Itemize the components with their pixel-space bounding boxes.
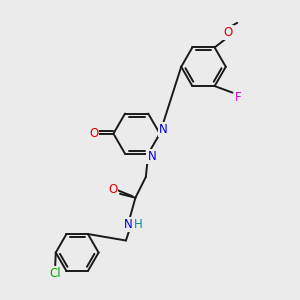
Text: N: N [159, 123, 168, 136]
Text: N: N [147, 150, 156, 163]
Text: N: N [124, 218, 132, 231]
Text: Cl: Cl [50, 267, 61, 280]
Text: O: O [224, 26, 233, 39]
Text: F: F [235, 91, 242, 104]
Text: H: H [134, 218, 142, 231]
Text: O: O [108, 184, 118, 196]
Text: O: O [89, 127, 98, 140]
